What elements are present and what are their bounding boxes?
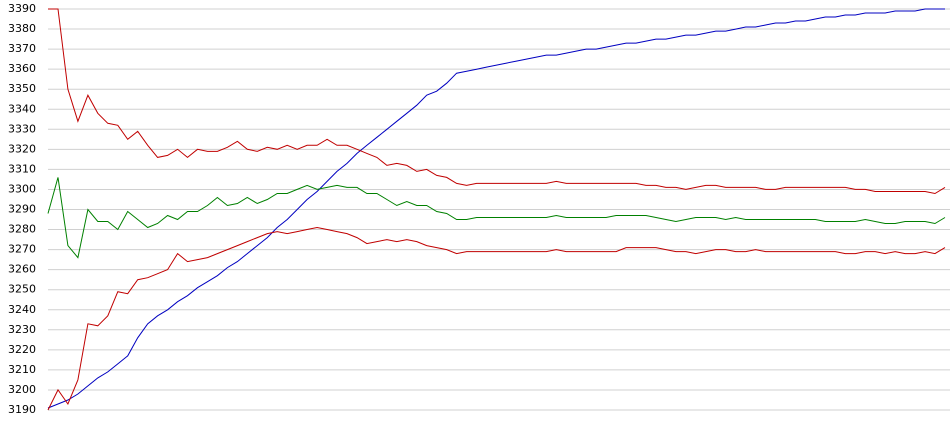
y-tick-label: 3380	[8, 22, 36, 35]
series-line	[48, 8, 946, 195]
y-tick-label: 3270	[8, 243, 36, 256]
y-tick-label: 3240	[8, 303, 36, 316]
y-tick-label: 3360	[8, 62, 36, 75]
y-tick-label: 3300	[8, 182, 36, 195]
y-tick-label: 3210	[8, 363, 36, 376]
y-tick-label: 3260	[8, 263, 36, 276]
series-line	[47, 8, 945, 409]
y-tick-label: 3280	[8, 223, 36, 236]
y-tick-label: 3290	[8, 203, 36, 216]
y-tick-label: 3390	[8, 2, 36, 15]
y-tick-label: 3250	[8, 283, 36, 296]
y-tick-label: 3320	[8, 142, 36, 155]
y-tick-label: 3190	[8, 403, 36, 416]
y-tick-label: 3370	[8, 42, 36, 55]
y-tick-label: 3310	[8, 162, 36, 175]
y-tick-label: 3340	[8, 102, 36, 115]
series-line	[47, 177, 946, 259]
y-tick-label: 3330	[8, 122, 36, 135]
series-line	[47, 226, 946, 411]
y-tick-label: 3220	[8, 343, 36, 356]
y-tick-label: 3200	[8, 383, 36, 396]
y-tick-label: 3350	[8, 82, 36, 95]
y-tick-label: 3230	[8, 323, 36, 336]
